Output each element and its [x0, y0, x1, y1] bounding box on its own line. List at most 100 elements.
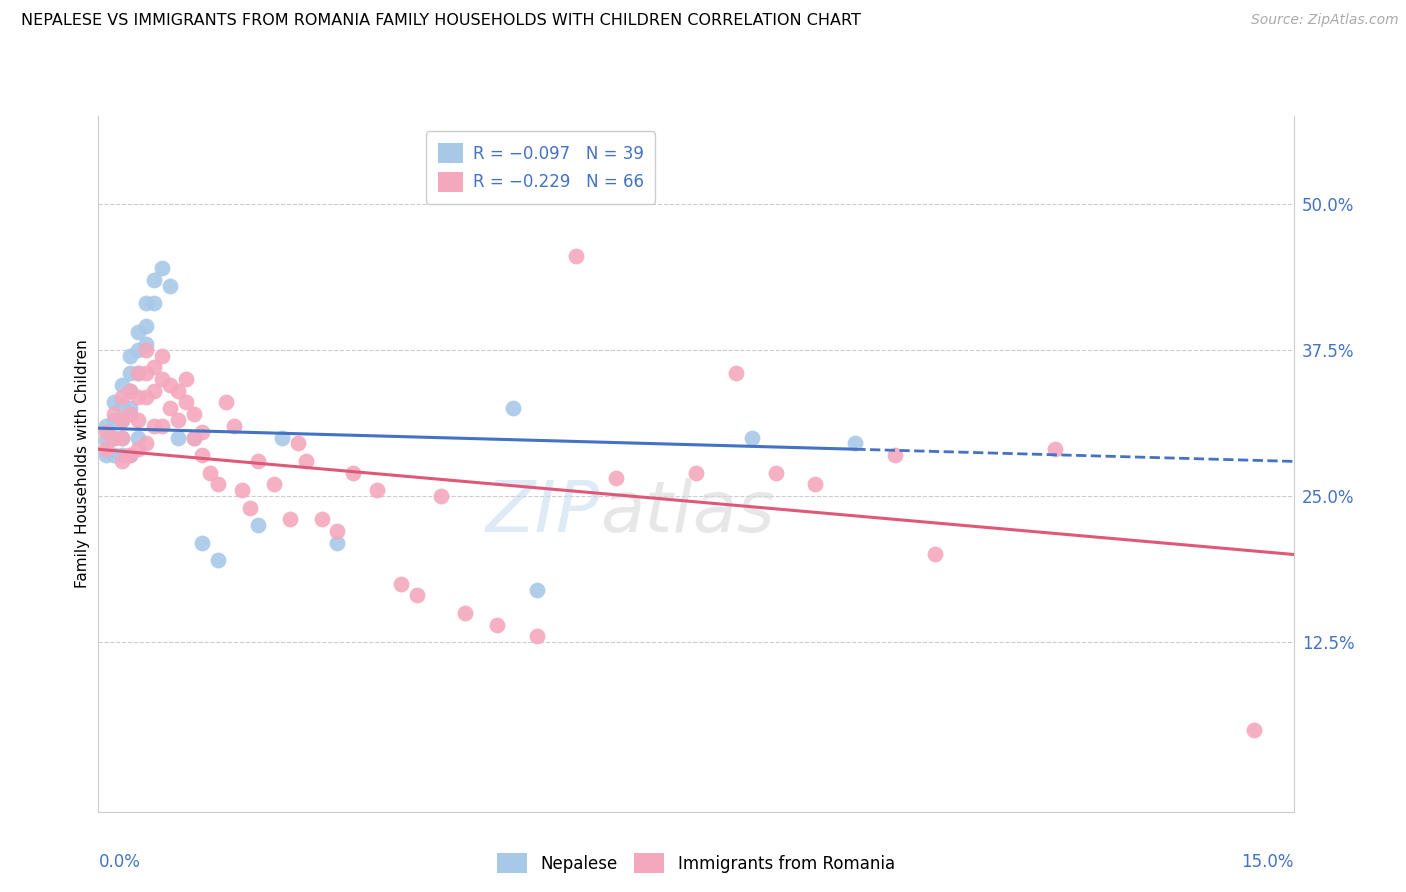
Point: [246, 518, 269, 533]
Point: [924, 548, 946, 562]
Point: [485, 617, 508, 632]
Text: ZIP: ZIP: [486, 478, 600, 547]
Point: [127, 366, 149, 380]
Point: [150, 349, 173, 363]
Point: [565, 249, 588, 263]
Point: [326, 535, 349, 549]
Point: [191, 448, 214, 462]
Text: 0.0%: 0.0%: [98, 853, 141, 871]
Point: [96, 442, 118, 457]
Point: [150, 418, 173, 433]
Point: [183, 407, 205, 421]
Point: [287, 436, 309, 450]
Point: [150, 372, 173, 386]
Point: [174, 395, 197, 409]
Point: [150, 260, 173, 275]
Point: [103, 407, 125, 421]
Point: [135, 296, 157, 310]
Point: [143, 360, 166, 375]
Point: [103, 431, 125, 445]
Point: [159, 378, 181, 392]
Point: [143, 418, 166, 433]
Point: [143, 296, 166, 310]
Point: [120, 366, 142, 380]
Point: [135, 343, 157, 357]
Point: [263, 477, 285, 491]
Point: [765, 466, 787, 480]
Point: [526, 582, 548, 597]
Point: [183, 431, 205, 445]
Point: [127, 413, 149, 427]
Point: [111, 431, 134, 445]
Y-axis label: Family Households with Children: Family Households with Children: [75, 340, 90, 588]
Point: [135, 319, 157, 334]
Point: [167, 431, 190, 445]
Point: [174, 372, 197, 386]
Point: [1043, 442, 1066, 457]
Point: [127, 366, 149, 380]
Point: [191, 425, 214, 439]
Point: [526, 629, 548, 643]
Point: [159, 278, 181, 293]
Point: [96, 448, 118, 462]
Point: [207, 553, 229, 567]
Point: [127, 343, 149, 357]
Point: [406, 588, 429, 602]
Point: [111, 448, 134, 462]
Point: [96, 433, 118, 447]
Point: [127, 431, 149, 445]
Point: [502, 401, 524, 416]
Text: atlas: atlas: [600, 478, 775, 547]
Point: [111, 398, 134, 412]
Point: [278, 512, 301, 526]
Point: [685, 466, 707, 480]
Point: [207, 477, 229, 491]
Point: [1243, 723, 1265, 737]
Point: [183, 431, 205, 445]
Point: [111, 413, 134, 427]
Point: [135, 337, 157, 351]
Point: [111, 378, 134, 392]
Point: [430, 489, 453, 503]
Point: [605, 471, 627, 485]
Point: [111, 390, 134, 404]
Point: [342, 466, 364, 480]
Point: [120, 401, 142, 416]
Point: [96, 425, 118, 439]
Point: [270, 431, 292, 445]
Text: NEPALESE VS IMMIGRANTS FROM ROMANIA FAMILY HOUSEHOLDS WITH CHILDREN CORRELATION : NEPALESE VS IMMIGRANTS FROM ROMANIA FAMI…: [21, 13, 860, 29]
Point: [111, 413, 134, 427]
Point: [103, 395, 125, 409]
Point: [143, 384, 166, 398]
Point: [389, 576, 412, 591]
Point: [120, 384, 142, 398]
Point: [103, 431, 125, 445]
Point: [741, 431, 763, 445]
Point: [111, 454, 134, 468]
Point: [127, 442, 149, 457]
Point: [120, 448, 142, 462]
Point: [326, 524, 349, 538]
Point: [127, 326, 149, 340]
Point: [884, 448, 907, 462]
Point: [366, 483, 388, 497]
Point: [135, 390, 157, 404]
Point: [222, 418, 245, 433]
Text: 15.0%: 15.0%: [1241, 853, 1294, 871]
Legend: Nepalese, Immigrants from Romania: Nepalese, Immigrants from Romania: [491, 847, 901, 880]
Point: [159, 401, 181, 416]
Point: [135, 436, 157, 450]
Point: [844, 436, 866, 450]
Point: [103, 413, 125, 427]
Point: [120, 448, 142, 462]
Point: [215, 395, 238, 409]
Point: [120, 384, 142, 398]
Point: [167, 384, 190, 398]
Point: [120, 349, 142, 363]
Point: [311, 512, 333, 526]
Text: Source: ZipAtlas.com: Source: ZipAtlas.com: [1251, 13, 1399, 28]
Point: [724, 366, 747, 380]
Point: [191, 535, 214, 549]
Point: [246, 454, 269, 468]
Point: [294, 454, 316, 468]
